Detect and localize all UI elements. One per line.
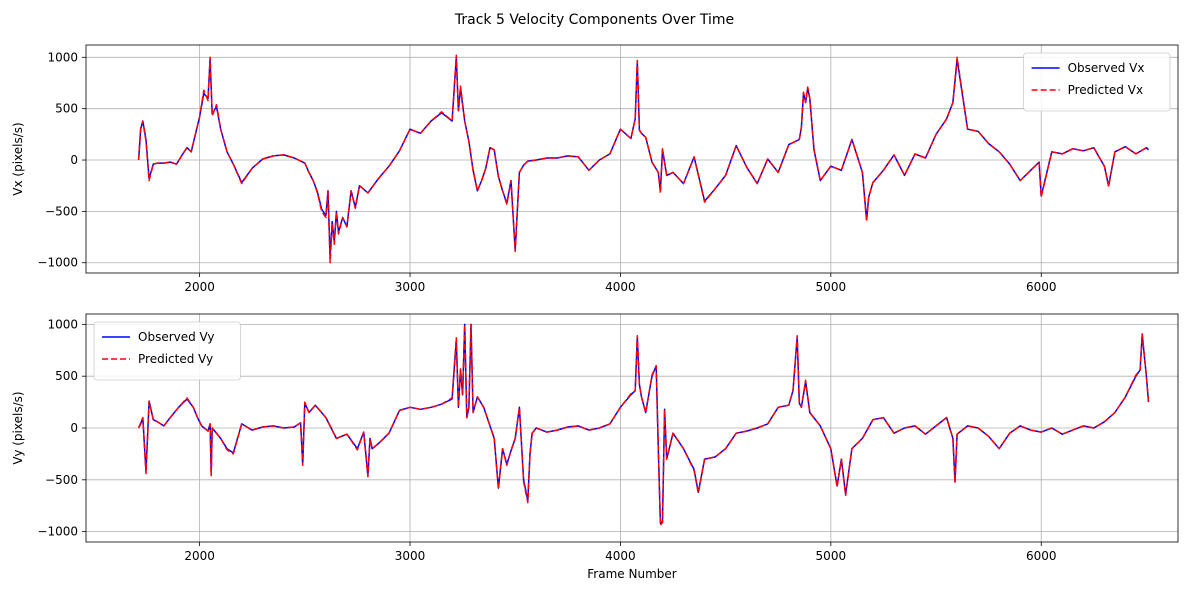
x-tick-label: 2000 <box>184 549 215 563</box>
legend-box <box>93 321 241 381</box>
x-tick-label: 4000 <box>605 280 636 294</box>
x-tick-label: 6000 <box>1026 280 1057 294</box>
x-tick-label: 5000 <box>816 280 847 294</box>
series-line-predicted <box>137 323 1150 527</box>
x-tick-label: 3000 <box>395 280 426 294</box>
y-tick-label: 500 <box>55 102 78 116</box>
y-tick-label: 0 <box>70 153 78 167</box>
legend-label: Observed Vx <box>1068 61 1145 75</box>
vy-subplot: 2000 3000 4000 5000 6000 −1000 −500 0 500 1000 Vy … <box>11 313 1179 581</box>
x-tick-label: 4000 <box>605 549 636 563</box>
x-axis-label: Frame Number <box>587 567 676 581</box>
y-axis-label: Vy (pixels/s) <box>11 391 25 464</box>
legend-label: Predicted Vx <box>1068 83 1143 97</box>
legend: Observed Vx Predicted Vx <box>1023 52 1171 112</box>
x-tick-label: 3000 <box>395 549 426 563</box>
vx-subplot: 2000 3000 4000 5000 6000 −1000 −500 0 500 1000 Vx … <box>11 44 1179 294</box>
y-tick-label: 500 <box>55 369 78 383</box>
figure-title: Track 5 Velocity Components Over Time <box>454 12 734 28</box>
y-axis-label: Vx (pixels/s) <box>11 122 25 195</box>
legend: Observed Vy Predicted Vy <box>93 321 241 381</box>
y-tick-label: 1000 <box>47 317 78 331</box>
series-line-predicted <box>137 54 1149 264</box>
legend-label: Observed Vy <box>138 330 215 344</box>
x-tick-label: 5000 <box>816 549 847 563</box>
axes-frame <box>85 44 1179 274</box>
x-tick-label: 6000 <box>1026 549 1057 563</box>
y-tick-label: −500 <box>45 204 78 218</box>
legend-label: Predicted Vy <box>138 352 213 366</box>
y-tick-label: −1000 <box>37 256 78 270</box>
y-tick-label: −500 <box>45 473 78 487</box>
x-tick-label: 2000 <box>184 280 215 294</box>
y-tick-label: 0 <box>70 421 78 435</box>
y-tick-label: 1000 <box>47 50 78 64</box>
legend-box <box>1023 52 1171 112</box>
y-tick-label: −1000 <box>37 525 78 539</box>
